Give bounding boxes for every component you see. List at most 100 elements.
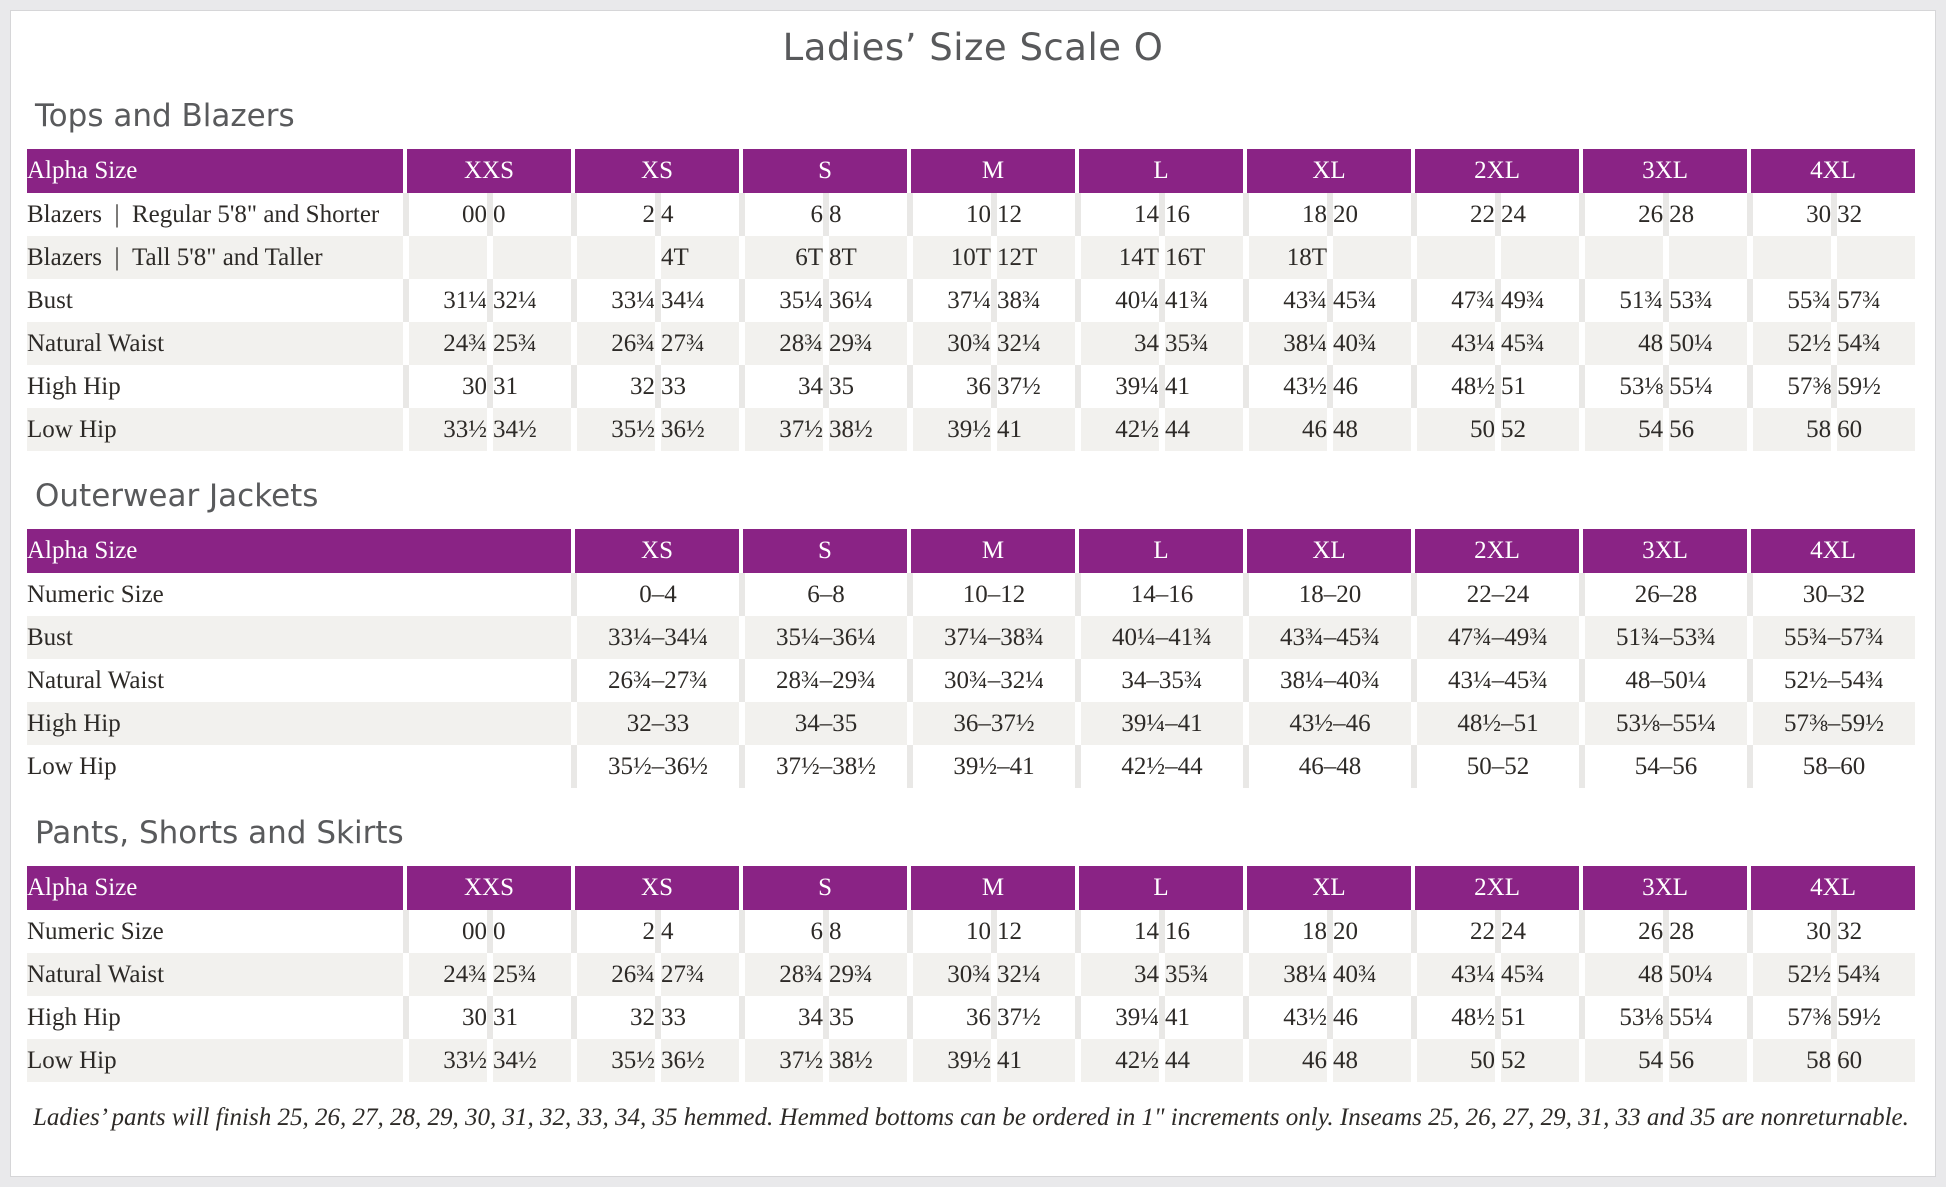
- alpha-size-header: Alpha Size: [27, 149, 403, 194]
- value-cell: 46–48: [1243, 745, 1411, 789]
- size-header-xl: XL: [1243, 529, 1411, 574]
- value-cell: 30: [403, 996, 487, 1040]
- value-cell: 48½–51: [1411, 702, 1579, 746]
- size-header-m: M: [907, 529, 1075, 574]
- row-label: Natural Waist: [27, 659, 571, 703]
- value-cell: 4: [655, 910, 740, 954]
- value-cell: 36¼: [823, 279, 908, 323]
- size-header-2xl: 2XL: [1411, 529, 1579, 574]
- value-cell: 35½: [571, 408, 656, 452]
- value-cell: 28¾–29¾: [739, 659, 907, 703]
- value-cell: 35½–36½: [571, 745, 739, 789]
- value-cell: 40¾: [1327, 322, 1412, 366]
- value-cell: 32¼: [991, 953, 1076, 997]
- value-cell: 59½: [1831, 365, 1916, 409]
- value-cell: [1831, 236, 1916, 280]
- value-cell: 35: [823, 996, 908, 1040]
- value-cell: 22: [1411, 193, 1496, 237]
- value-cell: [1327, 236, 1412, 280]
- size-header-2xl: 2XL: [1411, 866, 1580, 911]
- value-cell: 54: [1579, 1039, 1664, 1083]
- value-cell: 53⅛: [1579, 996, 1664, 1040]
- value-cell: 55¾–57¾: [1747, 616, 1915, 660]
- value-cell: 18: [1243, 910, 1328, 954]
- value-cell: 24¾: [403, 322, 487, 366]
- value-cell: 33½: [403, 1039, 487, 1083]
- value-cell: 48–50¼: [1579, 659, 1747, 703]
- value-cell: 25¾: [487, 953, 572, 997]
- row-label: Low Hip: [27, 1039, 403, 1083]
- value-cell: 45¾: [1327, 279, 1412, 323]
- value-cell: 46: [1243, 408, 1328, 452]
- size-header-xxs: XXS: [403, 149, 572, 194]
- size-header-4xl: 4XL: [1747, 866, 1916, 911]
- table-row: High Hip 30 31 32 33 34 35 36 37½ 39¼ 41 43½ 46 48½ 51…: [27, 365, 1916, 409]
- value-cell: 56: [1663, 408, 1748, 452]
- header-row: Alpha Size XXS XS S M L XL 2XL 3XL 4XL: [27, 866, 1916, 911]
- value-cell: 34¼: [655, 279, 740, 323]
- size-header-s: S: [739, 529, 907, 574]
- value-cell: 18–20: [1243, 573, 1411, 617]
- size-header-s: S: [739, 149, 908, 194]
- value-cell: 22–24: [1411, 573, 1579, 617]
- size-header-4xl: 4XL: [1747, 529, 1915, 574]
- value-cell: 41: [991, 1039, 1076, 1083]
- value-cell: 60: [1831, 408, 1916, 452]
- value-cell: 8: [823, 193, 908, 237]
- value-cell: 52: [1495, 408, 1580, 452]
- value-cell: 2: [571, 193, 656, 237]
- value-cell: 53¾: [1663, 279, 1748, 323]
- value-cell: 16T: [1159, 236, 1244, 280]
- value-cell: 52½: [1747, 322, 1832, 366]
- table-row: Low Hip 35½–36½ 37½–38½ 39½–41 42½–44 46–48 50…: [27, 745, 1915, 789]
- value-cell: 48: [1579, 322, 1664, 366]
- value-cell: 28¾: [739, 953, 824, 997]
- value-cell: 43½: [1243, 996, 1328, 1040]
- value-cell: 50¼: [1663, 953, 1748, 997]
- value-cell: 26: [1579, 193, 1664, 237]
- value-cell: 52½: [1747, 953, 1832, 997]
- value-cell: 33: [655, 996, 740, 1040]
- value-cell: [571, 236, 656, 280]
- value-cell: 37½: [991, 365, 1076, 409]
- size-header-xs: XS: [571, 149, 740, 194]
- row-label: Numeric Size: [27, 910, 403, 954]
- size-table-tops-and-blazers: Alpha Size XXS XS S M L XL 2XL 3XL 4XL Blazers | R…: [27, 149, 1916, 452]
- value-cell: 30: [403, 365, 487, 409]
- value-cell: 0: [487, 193, 572, 237]
- value-cell: 32: [1831, 910, 1916, 954]
- value-cell: [1495, 236, 1580, 280]
- value-cell: [1747, 236, 1832, 280]
- size-header-s: S: [739, 866, 908, 911]
- size-header-3xl: 3XL: [1579, 529, 1747, 574]
- value-cell: 34: [739, 996, 824, 1040]
- value-cell: 18T: [1243, 236, 1328, 280]
- value-cell: 6: [739, 910, 824, 954]
- row-label: Low Hip: [27, 745, 571, 789]
- value-cell: 33¼: [571, 279, 656, 323]
- value-cell: 35¾: [1159, 322, 1244, 366]
- value-cell: 20: [1327, 193, 1412, 237]
- section-title-pants-shorts-skirts: Pants, Shorts and Skirts: [35, 815, 404, 852]
- value-cell: 4T: [655, 236, 740, 280]
- value-cell: 36: [907, 996, 992, 1040]
- value-cell: 30¾–32¼: [907, 659, 1075, 703]
- value-cell: 37¼: [907, 279, 992, 323]
- value-cell: 33: [655, 365, 740, 409]
- value-cell: 4: [655, 193, 740, 237]
- table-row: Numeric Size 0–4 6–8 10–12 14–16 18–20 22–24 26…: [27, 573, 1915, 617]
- table-row: Natural Waist 26¾–27¾ 28¾–29¾ 30¾–32¼ 34–35¾…: [27, 659, 1915, 703]
- value-cell: 33½: [403, 408, 487, 452]
- table-row: Blazers | Regular 5'8" and Shorter 00 0 2 4 6…: [27, 193, 1916, 237]
- value-cell: 24: [1495, 193, 1580, 237]
- value-cell: 38¼: [1243, 322, 1328, 366]
- value-cell: 57⅜: [1747, 996, 1832, 1040]
- value-cell: 53⅛: [1579, 365, 1664, 409]
- value-cell: 53⅛–55¼: [1579, 702, 1747, 746]
- value-cell: 00: [403, 193, 487, 237]
- footnote: Ladies’ pants will finish 25, 26, 27, 28…: [33, 1104, 1909, 1132]
- value-cell: 28: [1663, 910, 1748, 954]
- value-cell: 12: [991, 193, 1076, 237]
- value-cell: 43¼: [1411, 322, 1496, 366]
